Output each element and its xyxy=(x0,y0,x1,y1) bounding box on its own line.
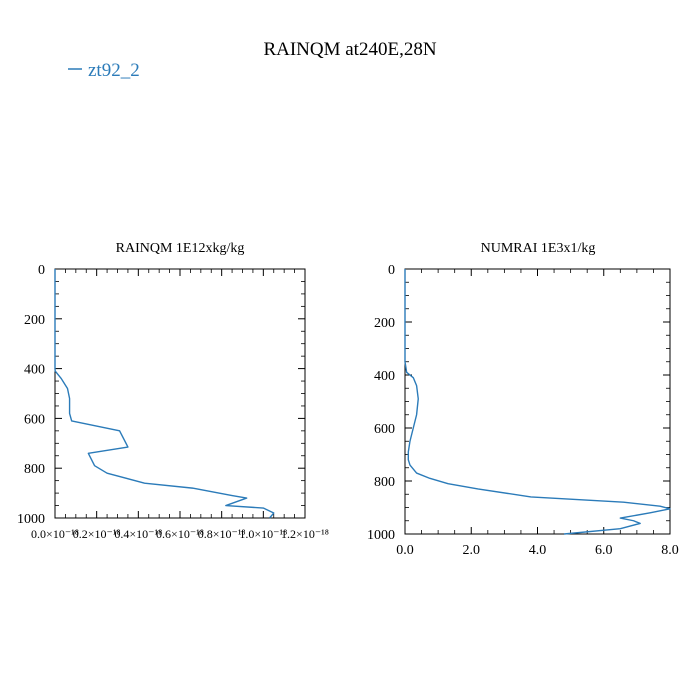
legend: zt92_2 xyxy=(68,60,140,81)
rainqm-panel-title: RAINQM 1E12xkg/kg xyxy=(116,241,245,256)
rainqm-panel: RAINQM 1E12xkg/kg 0.0×10⁻¹⁸0.2×10⁻¹⁸0.4×… xyxy=(17,241,329,541)
y-tick-label: 0 xyxy=(388,263,395,278)
y-tick-label: 0 xyxy=(38,263,45,278)
y-tick-label: 800 xyxy=(374,475,395,490)
figure-title: RAINQM at240E,28N xyxy=(263,39,436,60)
y-tick-label: 800 xyxy=(24,462,45,477)
numrai-panel-title: NUMRAI 1E3x1/kg xyxy=(481,241,596,256)
series-line xyxy=(54,269,275,519)
x-tick-label: 0.4×10⁻¹⁸ xyxy=(114,527,162,541)
y-tick-label: 400 xyxy=(374,369,395,384)
y-tick-label: 200 xyxy=(374,316,395,331)
x-tick-label: 8.0 xyxy=(661,543,679,558)
x-tick-label: 6.0 xyxy=(595,543,613,558)
y-tick-label: 1000 xyxy=(17,512,45,527)
plot-frame xyxy=(404,268,671,535)
y-tick-label: 600 xyxy=(374,422,395,437)
plot-frame xyxy=(54,268,306,519)
numrai-panel: NUMRAI 1E3x1/kg 0.0 2.0 4.0 6.0 8.0 0 200 400 60… xyxy=(367,241,679,558)
x-tick-label: 0.6×10⁻¹⁸ xyxy=(156,527,204,541)
x-tick-label: 0.0×10⁻¹⁸ xyxy=(31,527,79,541)
x-tick-label: 0.8×10⁻¹⁸ xyxy=(198,527,246,541)
series-line xyxy=(404,269,671,535)
x-tick-label: 1.0×10⁻¹⁸ xyxy=(239,527,287,541)
y-tick-label: 400 xyxy=(24,363,45,378)
x-tick-label: 0.2×10⁻¹⁸ xyxy=(73,527,121,541)
x-tick-label: 1.2×10⁻¹⁸ xyxy=(281,527,329,541)
y-tick-label: 200 xyxy=(24,313,45,328)
y-tick-label: 600 xyxy=(24,412,45,427)
x-tick-label: 0.0 xyxy=(396,543,414,558)
y-tick-label: 1000 xyxy=(367,528,395,543)
x-tick-label: 4.0 xyxy=(529,543,547,558)
legend-label: zt92_2 xyxy=(88,60,140,81)
x-tick-label: 2.0 xyxy=(463,543,481,558)
